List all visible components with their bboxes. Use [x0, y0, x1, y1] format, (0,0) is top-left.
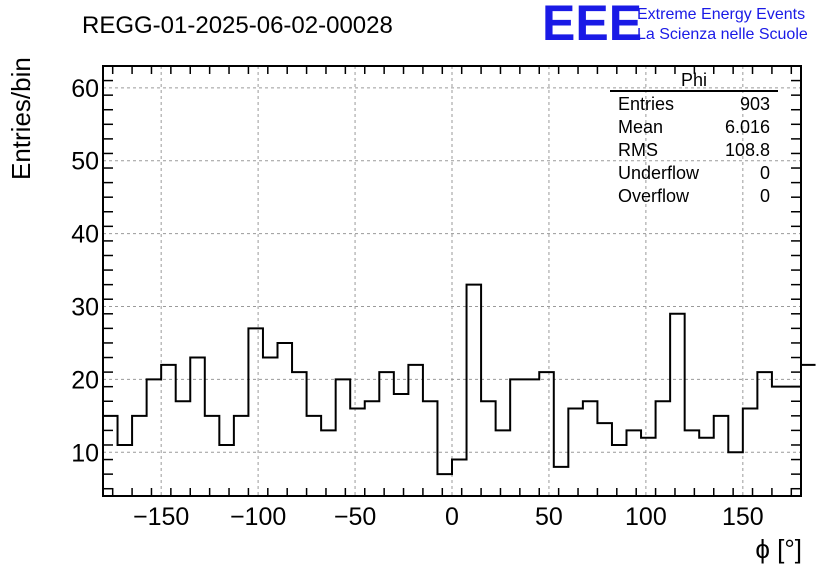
run-title: REGG-01-2025-06-02-00028 — [82, 12, 393, 39]
stats-value: 108.8 — [725, 140, 770, 160]
x-tick-label: 0 — [445, 503, 459, 531]
stats-label: Entries — [618, 94, 674, 114]
stats-value: 0 — [760, 163, 770, 183]
grid-lines — [103, 66, 801, 496]
y-tick-label: 10 — [71, 439, 99, 467]
x-tick-label: −100 — [230, 503, 286, 531]
logo-line-2: La Scienza nelle Scuole — [637, 26, 808, 43]
x-tick-label: 50 — [535, 503, 563, 531]
stats-label: Underflow — [618, 163, 700, 183]
y-tick-label: 30 — [71, 294, 99, 322]
stats-box: Phi Entries 903 Mean 6.016 RMS 108.8 Underflow… — [610, 70, 778, 206]
axis-ticks — [103, 66, 801, 496]
x-tick-label: 100 — [625, 503, 667, 531]
x-tick-label: −50 — [334, 503, 376, 531]
stats-title: Phi — [681, 70, 707, 90]
y-tick-label: 50 — [71, 148, 99, 176]
y-axis-title: Entries/bin — [6, 57, 36, 180]
y-tick-labels: 10 20 30 40 50 60 — [71, 75, 99, 467]
eee-logo: EEE Extreme Energy Events La Scienza nel… — [542, 0, 808, 51]
logo-line-1: Extreme Energy Events — [637, 6, 805, 23]
histogram-series — [103, 283, 816, 476]
x-axis-title: ϕ [°] — [755, 534, 802, 564]
y-tick-label: 20 — [71, 366, 99, 394]
stats-value: 0 — [760, 186, 770, 206]
stats-label: RMS — [618, 140, 658, 160]
plot-frame — [102, 65, 802, 497]
logo-mark: EEE — [542, 0, 642, 51]
stats-value: 903 — [740, 94, 770, 114]
y-tick-label: 60 — [71, 75, 99, 103]
stats-value: 6.016 — [725, 117, 770, 137]
x-tick-label: 150 — [722, 503, 764, 531]
y-tick-label: 40 — [71, 221, 99, 249]
x-tick-labels: −150 −100 −50 0 50 100 150 — [133, 503, 764, 531]
x-tick-label: −150 — [133, 503, 189, 531]
stats-label: Mean — [618, 117, 663, 137]
stats-label: Overflow — [618, 186, 690, 206]
